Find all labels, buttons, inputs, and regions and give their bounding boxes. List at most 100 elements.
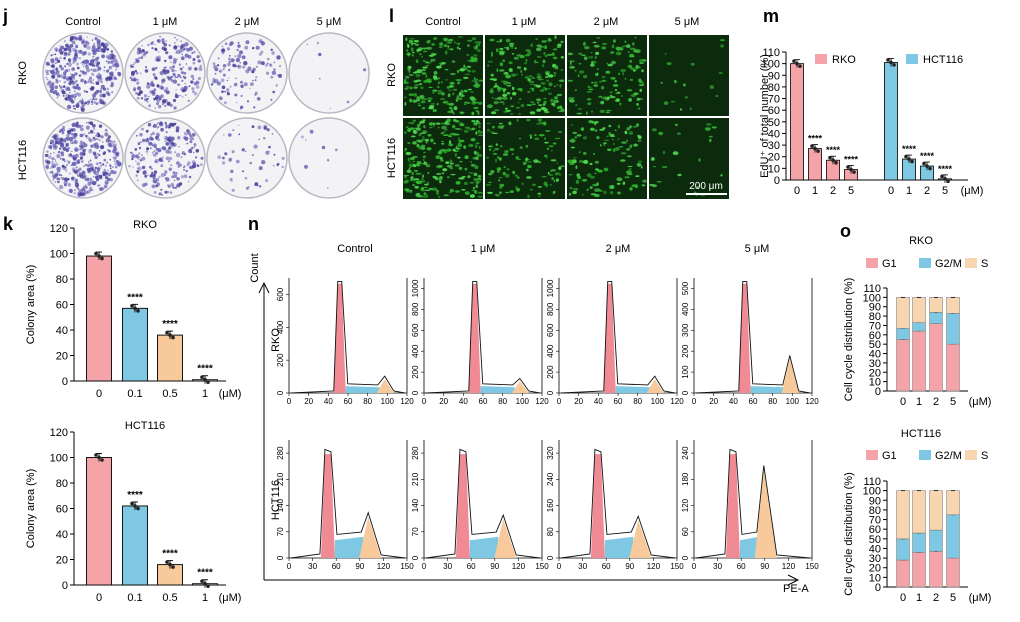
cell-dot — [408, 122, 412, 124]
cell-dot — [610, 51, 615, 54]
colony-dot — [168, 167, 172, 171]
colony-dot — [179, 45, 184, 49]
colony-dot — [155, 132, 160, 137]
cell-dot — [510, 96, 512, 100]
colony-dot — [156, 98, 161, 103]
cell-dot — [535, 84, 542, 88]
colony-dot — [107, 142, 112, 147]
cell-dot — [463, 89, 468, 93]
colony-dot — [110, 84, 114, 88]
cell-dot — [508, 82, 511, 85]
cell-dot — [520, 69, 523, 74]
colony-dot — [186, 143, 188, 145]
y-tick-label: 20 — [56, 351, 68, 363]
colony-dot — [73, 77, 76, 80]
x-tick-label: 150 — [670, 562, 684, 571]
colony-dot — [78, 145, 81, 147]
colony-dot — [157, 39, 161, 43]
y-tick-label: 80 — [768, 82, 780, 94]
cell-dot — [499, 62, 504, 67]
y-tick-label: 280 — [276, 446, 285, 460]
colony-dot — [72, 156, 77, 161]
cell-dot — [637, 139, 642, 142]
cell-dot — [525, 160, 528, 162]
colony-dot — [270, 48, 273, 51]
cell-dot — [720, 174, 723, 177]
cell-dot — [499, 47, 504, 50]
bar-o-G2/M-3 — [946, 514, 960, 559]
colony-dot — [178, 51, 182, 54]
colony-dot — [97, 166, 101, 171]
y-tick-label: 60 — [56, 300, 68, 312]
y-tick-label: 100 — [762, 59, 780, 71]
colony-dot — [172, 72, 176, 77]
cell-dot — [409, 166, 411, 169]
colony-dot — [113, 140, 116, 143]
cell-dot — [550, 170, 552, 173]
y-tick-label: 140 — [276, 498, 285, 512]
x-tick-label: 0 — [96, 388, 102, 400]
colony-dot — [200, 156, 204, 160]
cell-dot — [571, 124, 573, 126]
cell-dot — [492, 152, 498, 155]
colony-dot — [112, 166, 114, 168]
colony-dot — [69, 79, 74, 84]
x-tick-label: 20 — [574, 397, 583, 406]
colony-dot — [150, 167, 153, 170]
cell-dot — [478, 79, 484, 82]
y-tick-label: 110 — [863, 283, 881, 295]
cell-dot — [474, 41, 480, 44]
colony-dot — [64, 40, 66, 42]
g2m-peak — [511, 381, 529, 393]
cell-dot — [496, 194, 500, 197]
colony-dot — [49, 89, 54, 93]
colony-dot — [189, 134, 192, 137]
cell-dot — [410, 178, 414, 182]
x-tick-label: 5 — [848, 185, 854, 197]
colony-dot — [271, 51, 275, 55]
bar-o-S-3 — [946, 297, 960, 314]
colony-dot — [223, 101, 227, 105]
colony-dot — [50, 58, 55, 63]
colony-dot — [222, 68, 225, 71]
cell-dot — [432, 75, 438, 79]
cell-dot — [569, 99, 575, 103]
cell-dot — [469, 181, 475, 184]
data-point — [810, 144, 814, 148]
colony-dot — [165, 87, 169, 90]
cell-dot — [531, 103, 536, 105]
colony-dot — [139, 90, 143, 94]
colony-dot — [110, 53, 114, 57]
colony-dot — [68, 89, 71, 92]
cell-dot — [456, 46, 459, 50]
cell-dot — [575, 104, 578, 106]
cell-dot — [711, 126, 717, 129]
cell-dot — [445, 161, 450, 165]
colony-dot — [86, 163, 91, 168]
colony-dot — [237, 41, 240, 44]
colony-dot — [154, 158, 159, 164]
cell-dot — [590, 193, 597, 196]
x-tick-label: 0.5 — [162, 592, 177, 604]
colony-dot — [171, 175, 175, 179]
cell-dot — [514, 174, 518, 177]
cell-dot — [542, 59, 546, 64]
cell-dot — [486, 128, 491, 132]
y-tick-label: 60 — [869, 524, 881, 536]
colony-dot — [157, 58, 160, 62]
colony-dot — [326, 159, 330, 162]
colony-dot — [73, 192, 76, 195]
colony-dot — [95, 134, 98, 137]
cell-dot — [448, 192, 452, 194]
cell-dot — [523, 67, 527, 71]
cell-dot — [477, 131, 484, 134]
bar-o-S-0 — [896, 297, 910, 329]
colony-dot — [276, 74, 279, 76]
cell-dot — [584, 46, 590, 50]
colony-dot — [71, 73, 75, 78]
colony-dot — [223, 134, 225, 136]
colony-dot — [71, 150, 73, 153]
x-tick-label: 1 — [916, 396, 922, 408]
colony-dot — [239, 50, 243, 55]
colony-dot — [181, 151, 185, 155]
